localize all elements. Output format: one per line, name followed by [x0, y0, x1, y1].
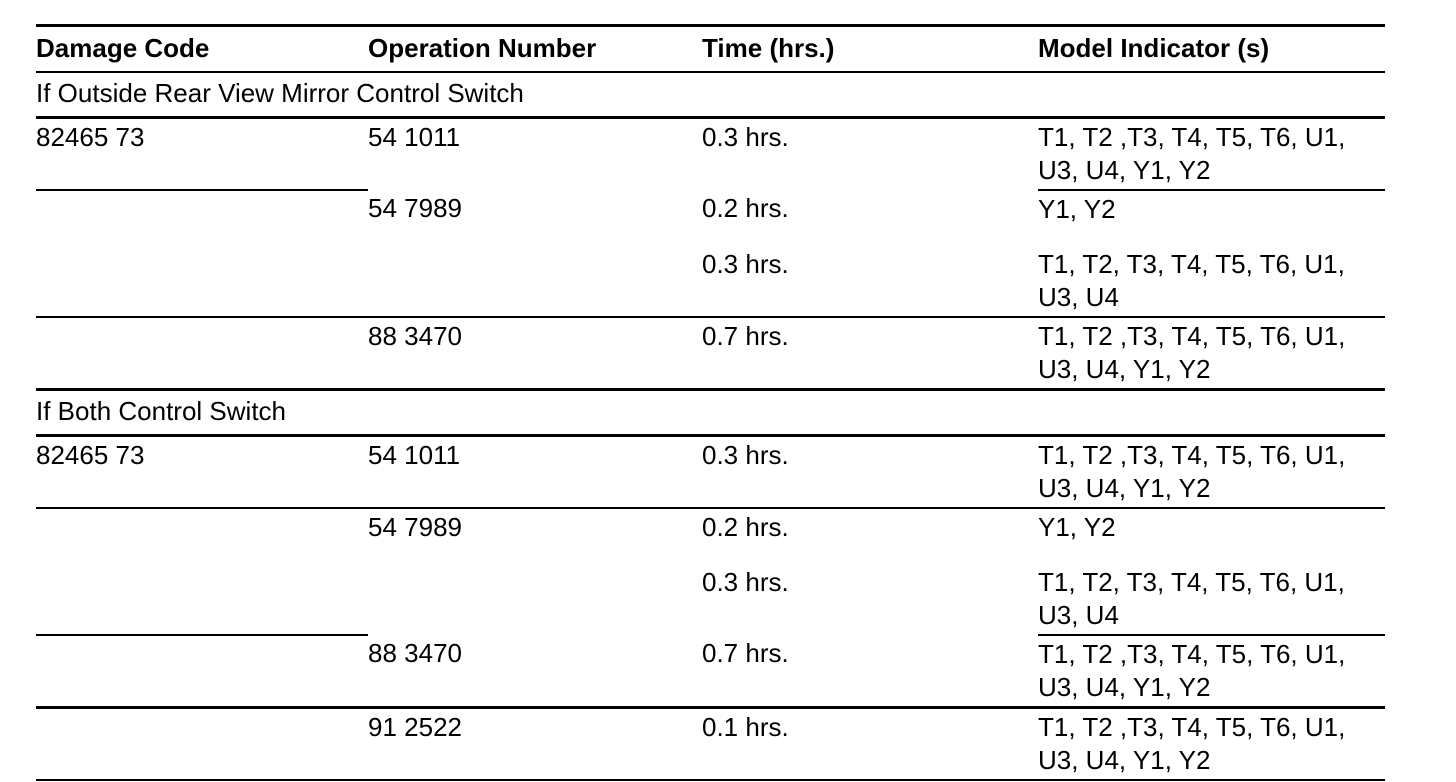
cell-operation-number: 54 1011	[368, 122, 461, 152]
cell-model-indicator: Y1, Y2	[1038, 512, 1116, 542]
section-title: If Outside Rear View Mirror Control Swit…	[36, 72, 1385, 119]
section-title: If Both Control Switch	[36, 389, 1385, 437]
cell-damage-code	[36, 190, 368, 246]
cell-damage-code	[36, 707, 368, 781]
cell-operation-number: 54 7989	[368, 193, 462, 223]
cell-time: 0.3 hrs.	[702, 246, 1038, 318]
cell-operation-number	[368, 564, 702, 635]
cell-model-indicator: T1, T2, T3, T4, T5, T6, U1, U3, U4	[1038, 564, 1385, 636]
cell-model-indicator: T1, T2, T3, T4, T5, T6, U1, U3, U4	[1038, 246, 1385, 318]
table-row: 91 2522 0.1 hrs. T1, T2 ,T3, T4, T5, T6,…	[36, 707, 1385, 781]
labor-times-table: Damage Code Operation Number Time (hrs.)…	[36, 24, 1385, 781]
cell-time: 0.7 hrs.	[702, 635, 1038, 709]
column-header-operation-number: Operation Number	[368, 25, 702, 73]
cell-damage-code	[36, 564, 368, 636]
cell-time: 0.2 hrs.	[702, 512, 789, 542]
cell-damage-code	[36, 317, 368, 391]
cell-operation-number: 54 1011	[368, 435, 702, 509]
cell-time: 0.3 hrs.	[702, 122, 789, 152]
cell-operation-number: 91 2522	[368, 707, 702, 781]
cell-time: 0.7 hrs.	[702, 317, 1038, 391]
cell-time: 0.2 hrs.	[702, 193, 789, 223]
table-row: 82465 73 54 1011 0.3 hrs. T1, T2 ,T3, T4…	[36, 435, 1385, 509]
cell-operation-number	[368, 246, 702, 318]
table-row: 82465 73 54 1011 0.3 hrs. T1, T2 ,T3, T4…	[36, 117, 1385, 191]
table-row: 54 7989 0.2 hrs. Y1, Y2	[36, 508, 1385, 564]
cell-operation-number: 54 7989	[368, 512, 462, 542]
cell-operation-number: 88 3470	[368, 317, 702, 391]
cell-damage-code: 82465 73	[36, 435, 368, 509]
column-header-time: Time (hrs.)	[702, 25, 1038, 73]
cell-model-indicator: T1, T2 ,T3, T4, T5, T6, U1, U3, U4, Y1, …	[1038, 317, 1385, 391]
cell-operation-number: 88 3470	[368, 635, 702, 709]
cell-damage-code: 82465 73	[36, 117, 368, 191]
section-row-both-control-switch: If Both Control Switch	[36, 389, 1385, 437]
cell-model-indicator: T1, T2 ,T3, T4, T5, T6, U1, U3, U4, Y1, …	[1038, 117, 1385, 191]
cell-time: 0.1 hrs.	[702, 707, 1038, 781]
cell-model-indicator: T1, T2 ,T3, T4, T5, T6, U1, U3, U4, Y1, …	[1038, 707, 1385, 781]
table-row: 0.3 hrs. T1, T2, T3, T4, T5, T6, U1, U3,…	[36, 246, 1385, 318]
section-row-outside-rear-view-mirror: If Outside Rear View Mirror Control Swit…	[36, 72, 1385, 119]
table-row: 0.3 hrs. T1, T2, T3, T4, T5, T6, U1, U3,…	[36, 564, 1385, 636]
cell-model-indicator: T1, T2 ,T3, T4, T5, T6, U1, U3, U4, Y1, …	[1038, 635, 1385, 709]
table-row: 88 3470 0.7 hrs. T1, T2 ,T3, T4, T5, T6,…	[36, 635, 1385, 709]
cell-time: 0.3 hrs.	[702, 567, 789, 597]
table-row: 54 7989 0.2 hrs. Y1, Y2	[36, 190, 1385, 246]
cell-damage-code	[36, 246, 368, 318]
cell-model-indicator: T1, T2 ,T3, T4, T5, T6, U1, U3, U4, Y1, …	[1038, 435, 1385, 509]
table-header-row: Damage Code Operation Number Time (hrs.)…	[36, 25, 1385, 73]
cell-model-indicator: Y1, Y2	[1038, 194, 1116, 224]
column-header-model-indicator: Model Indicator (s)	[1038, 25, 1385, 73]
cell-damage-code	[36, 508, 368, 564]
cell-damage-code	[36, 635, 368, 709]
column-header-damage-code: Damage Code	[36, 25, 368, 73]
table-row: 88 3470 0.7 hrs. T1, T2 ,T3, T4, T5, T6,…	[36, 317, 1385, 391]
cell-time: 0.3 hrs.	[702, 435, 1038, 509]
